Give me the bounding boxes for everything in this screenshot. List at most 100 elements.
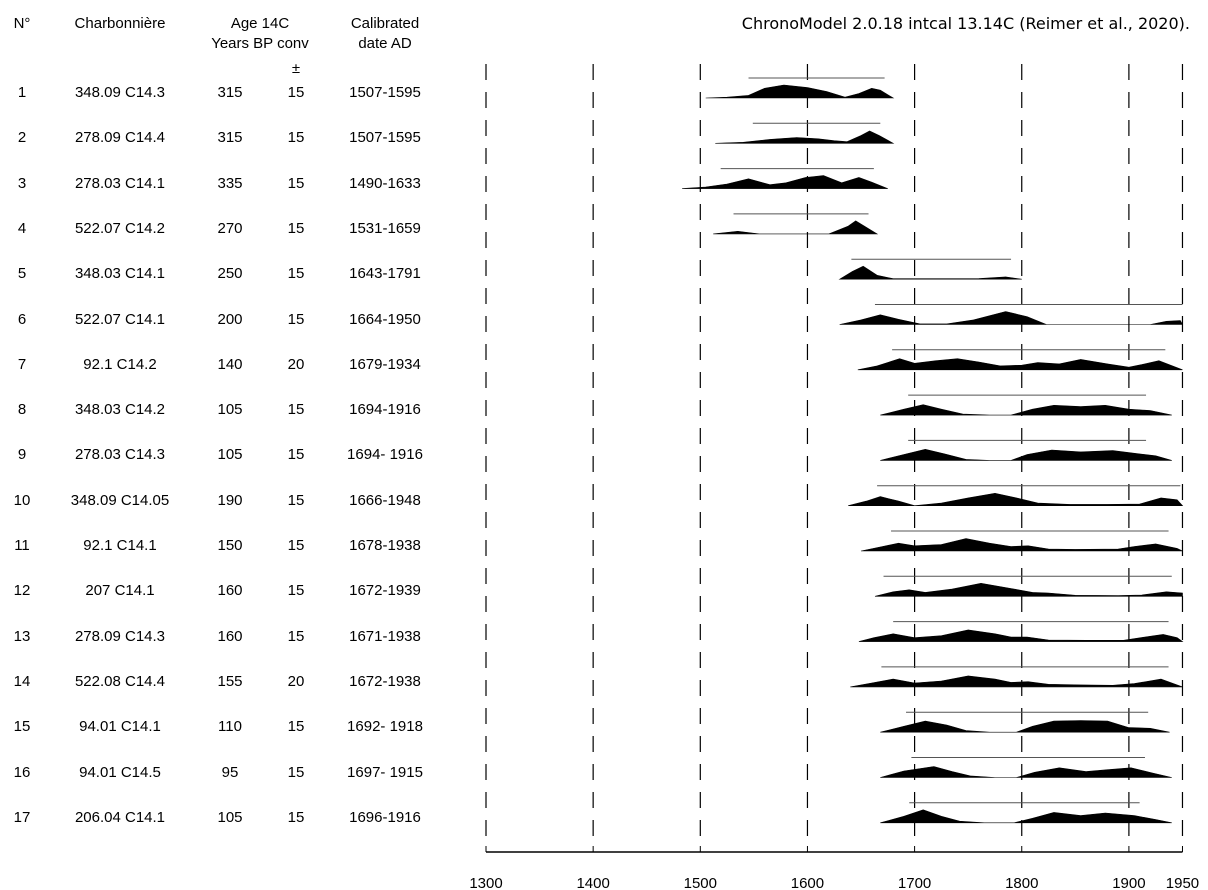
row-age: 110 [218, 718, 242, 736]
row-error: 15 [287, 537, 305, 554]
row-charbonniere: 94.01 C14.5 [79, 763, 161, 781]
row-error: 15 [287, 808, 305, 826]
row-number: 12 [13, 582, 31, 600]
row-charbonniere: 94.01 C14.1 [79, 718, 161, 736]
row-number: 3 [17, 174, 27, 192]
row-calibrated: 1697- 1915 [347, 763, 423, 781]
header-n: N° [13, 15, 31, 32]
row-age: 155 [217, 672, 243, 690]
header-cal-line1: Calibrated [350, 15, 420, 32]
row-error: 15 [287, 718, 305, 736]
row-age: 160 [217, 582, 243, 600]
row-number: 2 [17, 129, 27, 147]
row-age: 105 [217, 446, 243, 464]
row-calibrated: 1531-1659 [349, 219, 421, 237]
row-age: 250 [217, 265, 243, 283]
row-age: 335 [217, 174, 243, 192]
row-error: 15 [287, 491, 305, 509]
row-charbonniere: 207 C14.1 [85, 582, 155, 600]
row-number: 17 [13, 808, 31, 826]
row-error: 15 [287, 582, 305, 600]
row-calibrated: 1694- 1916 [347, 446, 423, 464]
density-curve [682, 175, 888, 189]
row-error: 15 [287, 627, 305, 645]
header-age-line1: Age 14C [230, 15, 290, 32]
row-age: 105 [217, 808, 243, 826]
x-tick-label: 1800 [1005, 875, 1038, 890]
row-error: 15 [287, 129, 305, 147]
density-curve [857, 358, 1183, 371]
row-number: 9 [17, 446, 27, 464]
x-tick-label: 1500 [684, 875, 717, 890]
density-curve [880, 720, 1170, 733]
row-age: 95 [221, 763, 239, 781]
row-number: 5 [17, 265, 27, 283]
row-calibrated: 1490-1633 [349, 174, 421, 192]
density-curve [839, 311, 1184, 325]
header-cal-line2: date AD [358, 35, 412, 52]
header-age-line2: Years BP conv [211, 35, 309, 52]
row-calibrated: 1507-1595 [349, 129, 421, 147]
row-age: 315 [217, 84, 243, 101]
row-calibrated: 1679-1934 [349, 355, 421, 373]
x-tick-label: 1900 [1112, 875, 1145, 890]
row-error: 20 [287, 355, 305, 373]
density-curve [880, 809, 1172, 824]
row-charbonniere: 348.03 C14.1 [74, 265, 166, 283]
row-number: 1 [17, 84, 27, 101]
density-curve [880, 404, 1172, 416]
x-tick-label: 1400 [576, 875, 609, 890]
row-number: 8 [17, 401, 27, 419]
row-calibrated: 1692- 1918 [347, 718, 423, 736]
row-error: 15 [287, 401, 305, 419]
row-calibrated: 1678-1938 [349, 537, 421, 554]
row-number: 11 [14, 537, 30, 554]
row-calibrated: 1643-1791 [349, 265, 421, 283]
row-error: 15 [287, 84, 305, 101]
density-curve [715, 130, 895, 144]
row-charbonniere: 348.09 C14.05 [70, 491, 170, 509]
density-curve [858, 629, 1184, 642]
row-charbonniere: 522.08 C14.4 [74, 672, 166, 690]
row-error: 15 [287, 446, 305, 464]
row-age: 140 [217, 355, 243, 373]
row-calibrated: 1507-1595 [349, 84, 421, 101]
header-charbonniere: Charbonnière [74, 15, 166, 32]
density-curve [713, 220, 879, 235]
row-number: 15 [13, 718, 31, 736]
row-charbonniere: 92.1 C14.2 [83, 355, 157, 373]
row-error: 15 [287, 219, 305, 237]
row-number: 14 [13, 672, 31, 690]
row-charbonniere: 348.03 C14.2 [74, 401, 166, 419]
row-error: 20 [287, 672, 305, 690]
density-curve [880, 766, 1172, 778]
row-age: 315 [217, 129, 243, 147]
row-charbonniere: 522.07 C14.1 [74, 310, 166, 328]
density-curve [860, 538, 1183, 552]
row-calibrated: 1666-1948 [349, 491, 421, 509]
density-curve [848, 492, 1184, 507]
x-tick-label: 1600 [791, 875, 824, 890]
row-number: 6 [17, 310, 27, 328]
row-age: 270 [217, 219, 243, 237]
row-charbonniere: 278.03 C14.1 [74, 174, 166, 192]
row-error: 15 [287, 763, 305, 781]
row-error: 15 [287, 310, 305, 328]
row-number: 4 [17, 219, 27, 237]
density-curve [838, 265, 1022, 280]
row-charbonniere: 522.07 C14.2 [74, 219, 166, 237]
row-calibrated: 1672-1939 [349, 582, 421, 600]
row-charbonniere: 92.1 C14.1 [83, 537, 157, 554]
row-age: 150 [217, 537, 243, 554]
row-charbonniere: 278.09 C14.4 [74, 129, 166, 147]
row-calibrated: 1696-1916 [349, 808, 421, 826]
density-curve [705, 84, 895, 99]
x-tick-label: 1950 [1166, 875, 1199, 890]
row-number: 16 [13, 763, 31, 781]
row-number: 13 [13, 627, 31, 645]
row-calibrated: 1672-1938 [349, 672, 421, 690]
density-curve [880, 448, 1172, 461]
row-calibrated: 1694-1916 [349, 401, 421, 419]
x-tick-label: 1300 [469, 875, 502, 890]
